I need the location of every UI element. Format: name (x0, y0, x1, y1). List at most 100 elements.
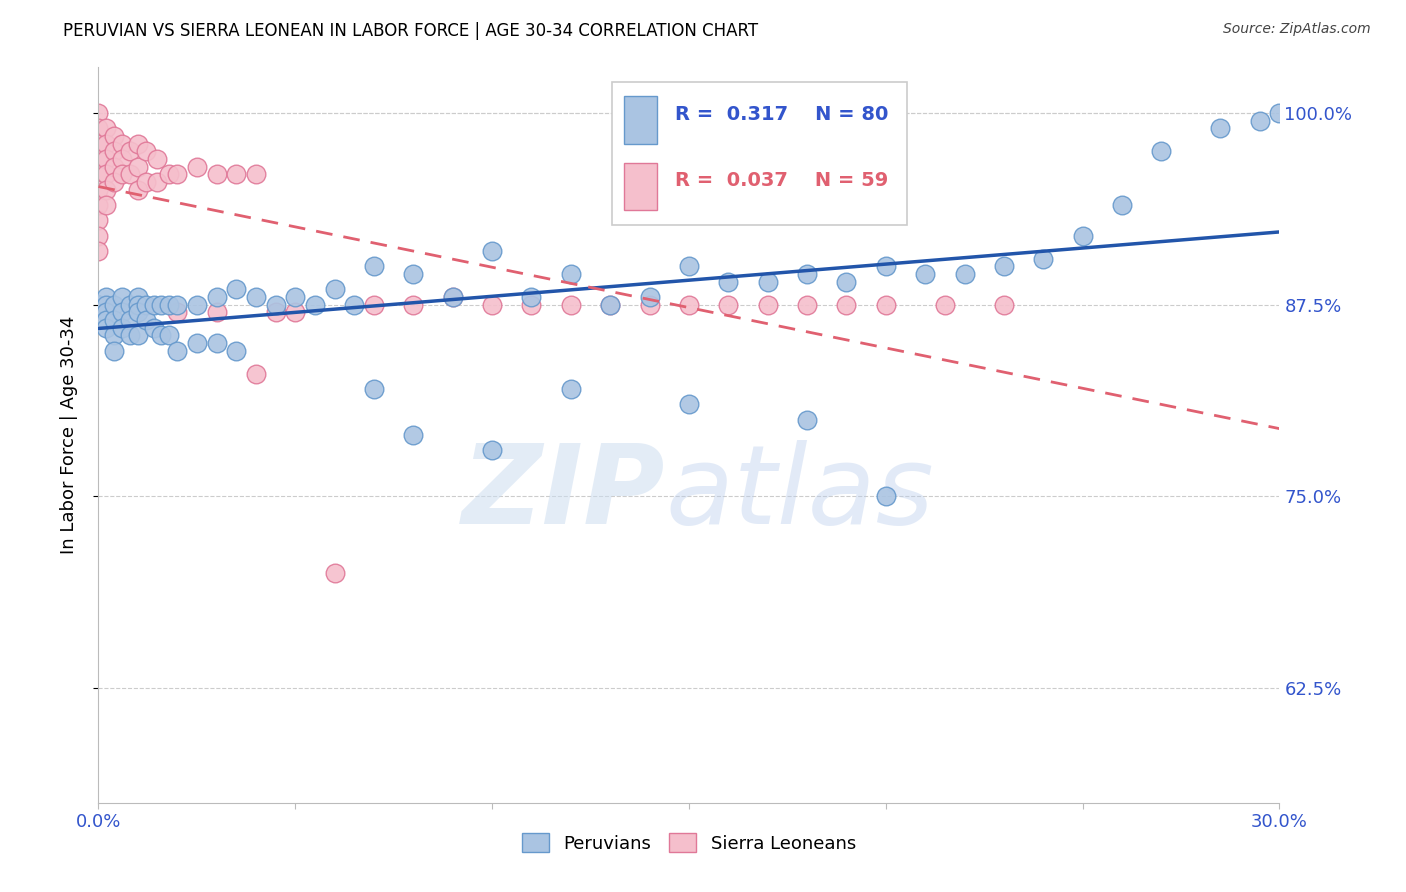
Point (1150, 145, 1173, 159)
Point (103, 128, 125, 143)
Point (481, 443, 503, 458)
Point (87, 297, 110, 311)
Point (520, 297, 543, 311)
Point (166, 297, 188, 311)
Text: PERUVIAN VS SIERRA LEONEAN IN LABOR FORCE | AGE 30-34 CORRELATION CHART: PERUVIAN VS SIERRA LEONEAN IN LABOR FORC… (63, 22, 758, 40)
Point (717, 297, 740, 311)
Point (87, 198, 110, 212)
Point (87, 121, 110, 136)
Point (157, 297, 180, 311)
Point (796, 297, 818, 311)
Point (111, 152, 134, 166)
Point (599, 297, 621, 311)
Point (127, 136, 149, 151)
Point (934, 297, 956, 311)
Point (520, 290, 543, 304)
Point (87, 136, 110, 151)
Point (363, 382, 385, 396)
Point (245, 167, 267, 181)
Point (835, 275, 858, 289)
Point (96, 313, 118, 327)
Point (363, 297, 385, 311)
Point (875, 297, 897, 311)
Point (560, 267, 582, 281)
Point (343, 297, 366, 311)
Y-axis label: In Labor Force | Age 30-34: In Labor Force | Age 30-34 (59, 316, 77, 554)
Point (441, 290, 464, 304)
Point (284, 305, 307, 319)
Point (186, 335, 208, 350)
Point (135, 145, 157, 159)
Point (264, 305, 287, 319)
Point (118, 297, 141, 311)
Point (135, 175, 157, 189)
Point (560, 297, 582, 311)
Point (264, 297, 287, 311)
Point (875, 259, 897, 273)
Point (87, 297, 110, 311)
Point (103, 328, 125, 343)
Text: ZIP: ZIP (461, 441, 665, 547)
Point (103, 343, 125, 358)
Point (103, 160, 125, 174)
Point (402, 267, 425, 281)
Point (87, 297, 110, 311)
Legend: Peruvians, Sierra Leoneans: Peruvians, Sierra Leoneans (515, 826, 863, 860)
Point (875, 489, 897, 503)
Point (146, 152, 169, 166)
Point (481, 297, 503, 311)
Point (363, 259, 385, 273)
Point (205, 305, 228, 319)
Point (166, 167, 188, 181)
Text: atlas: atlas (665, 441, 934, 547)
Point (118, 145, 141, 159)
Point (150, 297, 173, 311)
Point (1268, 106, 1291, 120)
Point (96, 152, 118, 166)
Point (87, 244, 110, 258)
Point (993, 297, 1015, 311)
Point (993, 259, 1015, 273)
Point (284, 290, 307, 304)
Point (205, 167, 228, 181)
Point (87, 297, 110, 311)
Point (127, 290, 149, 304)
Point (87, 228, 110, 243)
Point (111, 290, 134, 304)
Point (157, 328, 180, 343)
Text: R =  0.037    N = 59: R = 0.037 N = 59 (675, 171, 889, 191)
Point (245, 290, 267, 304)
Point (225, 343, 247, 358)
Point (142, 297, 165, 311)
Point (756, 297, 779, 311)
Point (118, 167, 141, 181)
Point (1111, 198, 1133, 212)
Point (225, 282, 247, 296)
Point (402, 428, 425, 442)
Point (87, 106, 110, 120)
Point (87, 297, 110, 311)
Point (87, 297, 110, 311)
FancyBboxPatch shape (624, 96, 657, 145)
Point (323, 282, 346, 296)
Point (111, 305, 134, 319)
Point (186, 160, 208, 174)
Point (245, 367, 267, 381)
Point (1209, 121, 1232, 136)
Point (96, 183, 118, 197)
Point (638, 297, 661, 311)
Point (96, 305, 118, 319)
Point (1249, 113, 1271, 128)
Point (103, 297, 125, 311)
Point (111, 167, 134, 181)
Point (118, 328, 141, 343)
Point (481, 244, 503, 258)
Point (103, 175, 125, 189)
Point (186, 297, 208, 311)
Point (127, 328, 149, 343)
Text: Source: ZipAtlas.com: Source: ZipAtlas.com (1223, 22, 1371, 37)
FancyBboxPatch shape (624, 162, 657, 211)
Point (717, 275, 740, 289)
Point (127, 183, 149, 197)
Point (402, 297, 425, 311)
